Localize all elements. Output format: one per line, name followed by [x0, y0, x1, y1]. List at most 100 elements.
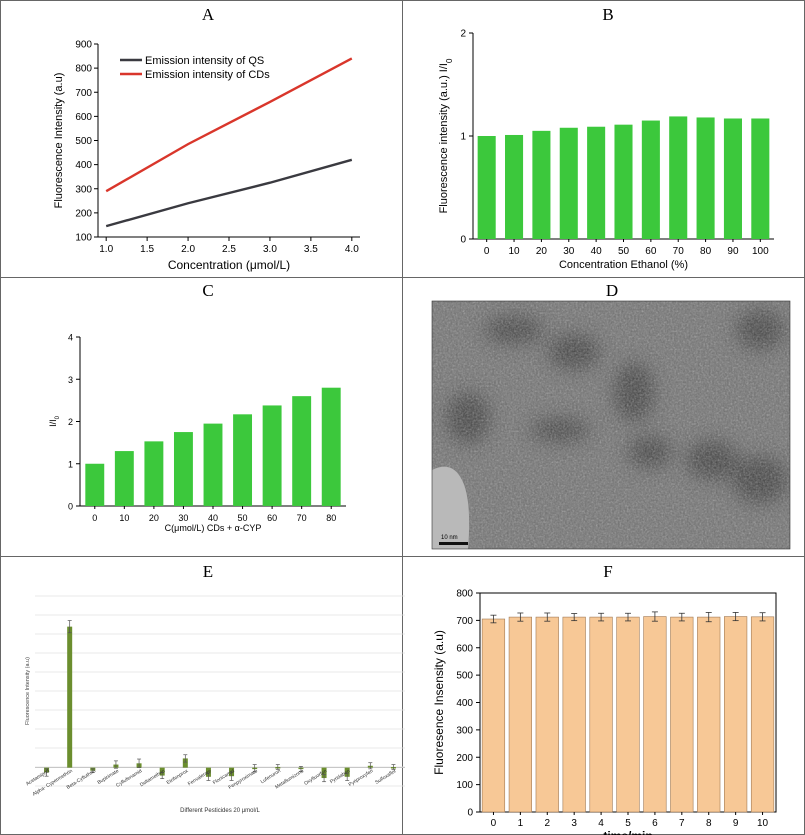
x-tick-label: 1.5: [140, 244, 154, 255]
y-tick-label: 4: [68, 333, 73, 343]
y-tick-label: 300: [75, 184, 92, 195]
x-tick-label: 10: [119, 513, 129, 523]
bar: [724, 616, 748, 813]
chart-a: 100 200 300 400 500 600 700 800 900 1.0 1.5 2.0 2.5 3…: [53, 40, 360, 272]
x-tick-label: 80: [326, 513, 336, 523]
y-tick-label: 200: [456, 753, 473, 764]
x-axis-title: Concentration (μmol/L): [168, 258, 290, 272]
x-tick-label: 4.0: [345, 244, 359, 255]
x-tick-label: 4: [598, 818, 604, 829]
x-tick-label: 20: [149, 513, 159, 523]
y-axis-title-subscript: 0: [55, 415, 61, 419]
bar: [173, 432, 193, 506]
bar: [321, 387, 341, 506]
bar: [85, 463, 105, 506]
x-tick-label: Pyriproxyfen: [348, 768, 375, 788]
bar: [559, 127, 578, 239]
bar: [589, 616, 613, 813]
y-tick-label: 1: [68, 459, 73, 469]
x-tick-label: Sulfoxaflor: [374, 768, 397, 786]
bar: [159, 767, 165, 776]
chart-f: 0 100 200 300 400 500 600 700 800 0 1 2 3 4 5 6 7 8 9 10 tim…: [432, 589, 777, 835]
legend-label-1: Emission intensity of QS: [145, 55, 264, 67]
bar: [182, 758, 188, 768]
x-tick-label: 5: [625, 818, 631, 829]
y-axis-title: Fluorescence Intensity (a.u): [53, 73, 65, 209]
x-tick-label: 3: [571, 818, 577, 829]
y-tick-label: 100: [75, 233, 92, 244]
bar: [643, 616, 667, 813]
panel-d-title: D: [606, 281, 618, 300]
bar: [205, 767, 211, 777]
y-tick-label: 800: [75, 64, 92, 75]
x-tick-label: 2: [544, 818, 550, 829]
y-tick-label: 300: [456, 725, 473, 736]
bar: [144, 441, 164, 506]
panel-e-title: E: [203, 562, 213, 581]
y-tick-label: 500: [75, 136, 92, 147]
y-tick-label: 200: [75, 208, 92, 219]
bar: [233, 414, 253, 506]
x-tick-label: 30: [178, 513, 188, 523]
bar: [670, 616, 694, 813]
x-tick-label: 8: [706, 818, 712, 829]
x-tick-label: 40: [208, 513, 218, 523]
bar: [532, 130, 551, 239]
bar: [696, 117, 715, 239]
y-tick-label: 900: [75, 40, 92, 51]
y-axis-title: Fluorescence Intensity (a.u): [25, 657, 31, 725]
y-axis-title: Fluoresence Insensity (a.u): [432, 630, 446, 775]
x-tick-label: 7: [679, 818, 685, 829]
x-axis-title: Concentration Ethanol (%): [559, 259, 688, 271]
x-tick-label: Etofenprox: [166, 768, 190, 786]
bar: [587, 126, 606, 239]
y-tick-label: 700: [456, 616, 473, 627]
bar: [477, 136, 496, 239]
bar: [616, 616, 640, 813]
series-line-1: [105, 158, 353, 228]
panel-b-title: B: [602, 5, 613, 24]
x-tick-label: 1: [518, 818, 524, 829]
bar: [481, 618, 506, 813]
panel-a-title: A: [202, 5, 215, 24]
panel-f-title: F: [603, 562, 612, 581]
bar: [535, 616, 559, 813]
bar: [641, 120, 660, 239]
x-tick-label: 0: [491, 818, 497, 829]
x-tick-label: 0: [484, 246, 490, 257]
x-tick-label: 40: [591, 246, 603, 257]
y-tick-label: 700: [75, 88, 92, 99]
x-axis-title: time/min: [603, 829, 652, 835]
x-tick-label: 50: [618, 246, 630, 257]
x-axis-title: C(μmol/L) CDs + α-CYP: [165, 523, 262, 533]
x-tick-label: 20: [536, 246, 548, 257]
y-tick-label: 2: [68, 417, 73, 427]
bar: [344, 767, 350, 777]
x-tick-label: 10: [508, 246, 520, 257]
x-tick-label: 10: [757, 818, 769, 829]
y-tick-label: 3: [68, 375, 73, 385]
scale-bar-label: 10 nm: [441, 535, 458, 541]
x-tick-label: Fenvalerate: [187, 768, 213, 787]
x-tick-label: 60: [645, 246, 657, 257]
y-tick-label: 500: [456, 671, 473, 682]
y-tick-label: 600: [75, 112, 92, 123]
bar: [262, 405, 282, 506]
bar: [114, 451, 134, 506]
y-tick-label: 2: [460, 29, 466, 40]
x-tick-label: 3.5: [304, 244, 318, 255]
y-tick-label: 0: [68, 502, 73, 512]
bar: [614, 124, 633, 239]
x-tick-label: 100: [752, 246, 769, 257]
y-tick-label: 400: [456, 698, 473, 709]
series-line-2: [105, 57, 353, 193]
x-axis-title: Different Pesticides 20 μmol/L: [180, 808, 260, 814]
tem-border: [431, 300, 791, 550]
panel-c-title: C: [202, 281, 213, 300]
bar: [505, 134, 524, 239]
x-tick-label: 3.0: [263, 244, 277, 255]
y-tick-label: 0: [460, 235, 466, 246]
